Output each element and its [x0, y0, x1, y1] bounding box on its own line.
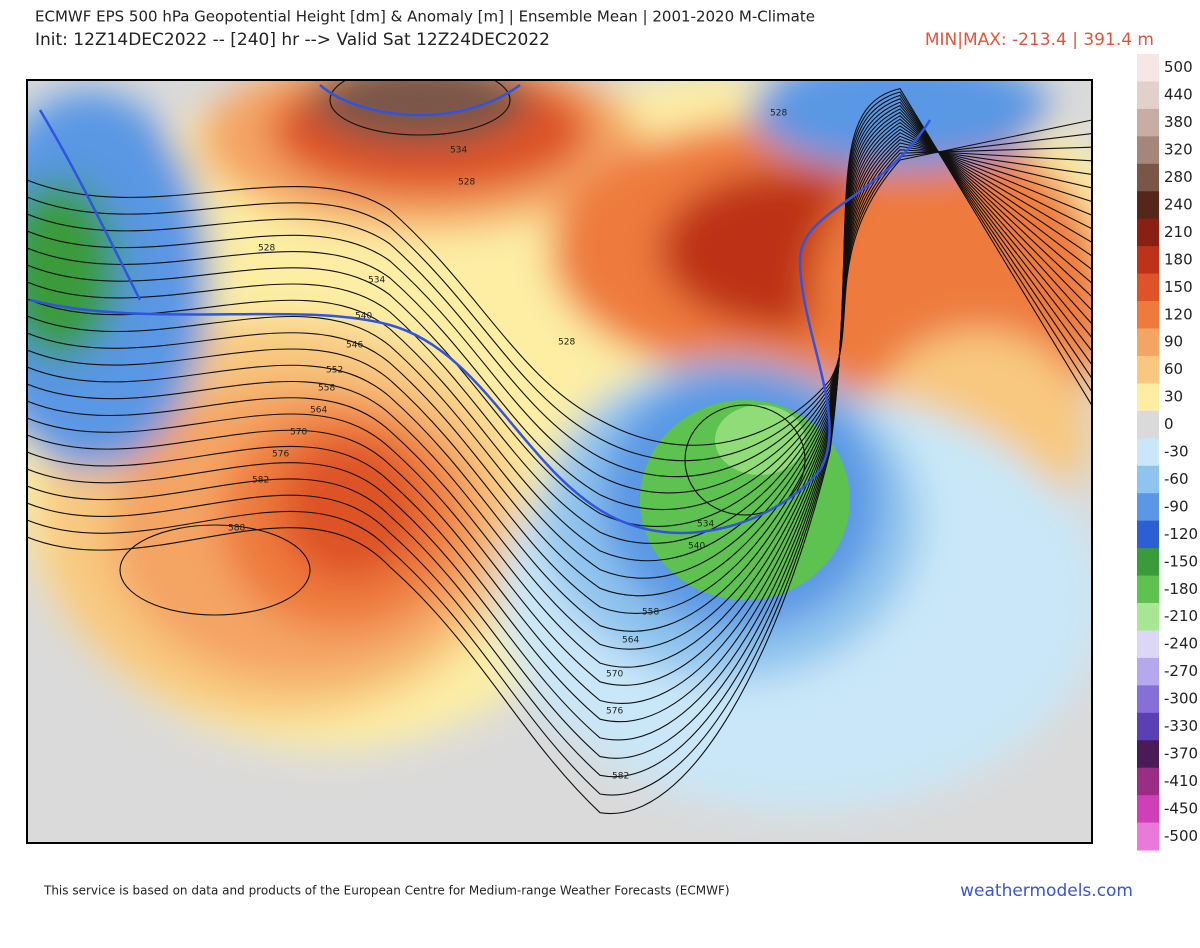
contour-label: 528	[558, 338, 575, 348]
legend-label: 280	[1164, 168, 1193, 186]
legend-swatch	[1137, 575, 1159, 604]
legend-label: -370	[1164, 744, 1198, 762]
legend-label: 440	[1164, 86, 1193, 104]
legend-swatch	[1137, 740, 1159, 769]
contour-label: 534	[697, 520, 714, 530]
contour-label: 540	[688, 542, 705, 552]
legend-label: 240	[1164, 195, 1193, 213]
height-contour	[27, 87, 1092, 815]
height-contour	[329, 80, 511, 136]
legend-swatch	[1137, 163, 1159, 192]
legend-label: -270	[1164, 662, 1198, 680]
legend-swatch	[1137, 136, 1159, 165]
legend-swatch	[1137, 603, 1159, 631]
legend-swatch	[1137, 246, 1159, 275]
min-max: MIN|MAX: -213.4 | 391.4 m	[925, 30, 1154, 50]
contour-label: 564	[310, 406, 327, 416]
legend-label: -330	[1164, 717, 1198, 735]
contour-label: 564	[622, 636, 639, 646]
legend-label: -60	[1164, 470, 1189, 488]
legend-swatch	[1137, 822, 1159, 851]
contour-label: 552	[326, 366, 343, 376]
legend-label: 30	[1164, 388, 1183, 406]
legend-swatch	[1137, 438, 1159, 467]
legend-swatch	[1137, 767, 1159, 796]
legend-label: 380	[1164, 113, 1193, 131]
legend-swatch	[1137, 795, 1159, 824]
credit: This service is based on data and produc…	[43, 884, 730, 898]
legend-label: -180	[1164, 580, 1198, 598]
subtitle: Init: 12Z14DEC2022 -- [240] hr --> Valid…	[35, 30, 550, 50]
legend-label: 90	[1164, 333, 1183, 351]
legend-label: 500	[1164, 58, 1193, 76]
contour-label: 558	[318, 384, 335, 394]
legend-swatch	[1137, 54, 1159, 82]
contour-label: 570	[290, 428, 307, 438]
legend-label: -240	[1164, 635, 1198, 653]
site-link[interactable]: weathermodels.com	[960, 881, 1133, 901]
legend-swatch	[1137, 301, 1159, 329]
contour-label: 540	[355, 312, 372, 322]
legend-label: 210	[1164, 223, 1193, 241]
legend-swatch	[1137, 520, 1159, 549]
legend-label: 60	[1164, 360, 1183, 378]
legend-swatch	[1137, 81, 1159, 110]
contour-label: 528	[458, 178, 475, 188]
contour-label: 534	[450, 146, 467, 156]
contour-label: 528	[258, 244, 275, 254]
legend-swatch	[1137, 548, 1159, 577]
legend-label: -30	[1164, 443, 1189, 461]
map: 528 534 528 528 534 540 546 552 558 564 570 576 582 5…	[27, 80, 1092, 843]
contour-label: 588	[228, 524, 245, 534]
legend-swatch	[1137, 191, 1159, 220]
legend-swatch	[1137, 355, 1159, 384]
legend-swatch	[1137, 410, 1159, 439]
legend-label: -450	[1164, 799, 1198, 817]
legend-swatch	[1137, 328, 1159, 357]
legend-swatch	[1137, 630, 1159, 659]
contour-label: 582	[612, 772, 629, 782]
title: ECMWF EPS 500 hPa Geopotential Height [d…	[35, 8, 815, 26]
contour-label: 576	[606, 707, 623, 717]
legend-label: -120	[1164, 525, 1198, 543]
contour-label: 546	[346, 341, 363, 351]
legend-swatch	[1137, 657, 1159, 686]
legend-label: -210	[1164, 607, 1198, 625]
legend-label: 150	[1164, 278, 1193, 296]
legend-swatch	[1137, 108, 1159, 137]
legend-swatch	[1137, 493, 1159, 522]
contour-label: 570	[606, 670, 623, 680]
legend-label: 120	[1164, 305, 1193, 323]
contour-label: 528	[770, 109, 787, 119]
contour-label: 534	[368, 276, 385, 286]
legend-label: 320	[1164, 141, 1193, 159]
legend-swatch	[1137, 218, 1159, 247]
contour-label: 582	[252, 476, 269, 486]
legend-label: 0	[1164, 415, 1174, 433]
legend-swatch	[1137, 712, 1159, 741]
contour-label: 576	[272, 450, 289, 460]
height-contour	[119, 524, 311, 616]
legend-label: 180	[1164, 250, 1193, 268]
legend-swatch	[1137, 383, 1159, 412]
height-contour	[684, 404, 806, 516]
legend-swatch	[1137, 685, 1159, 714]
legend-swatch	[1137, 465, 1159, 494]
contour-label: 558	[642, 608, 659, 618]
legend-label: -90	[1164, 497, 1189, 515]
legend-label: -410	[1164, 772, 1198, 790]
legend-swatch	[1137, 273, 1159, 302]
legend-label: -300	[1164, 690, 1198, 708]
legend-label: -150	[1164, 552, 1198, 570]
legend-label: -500	[1164, 827, 1198, 845]
